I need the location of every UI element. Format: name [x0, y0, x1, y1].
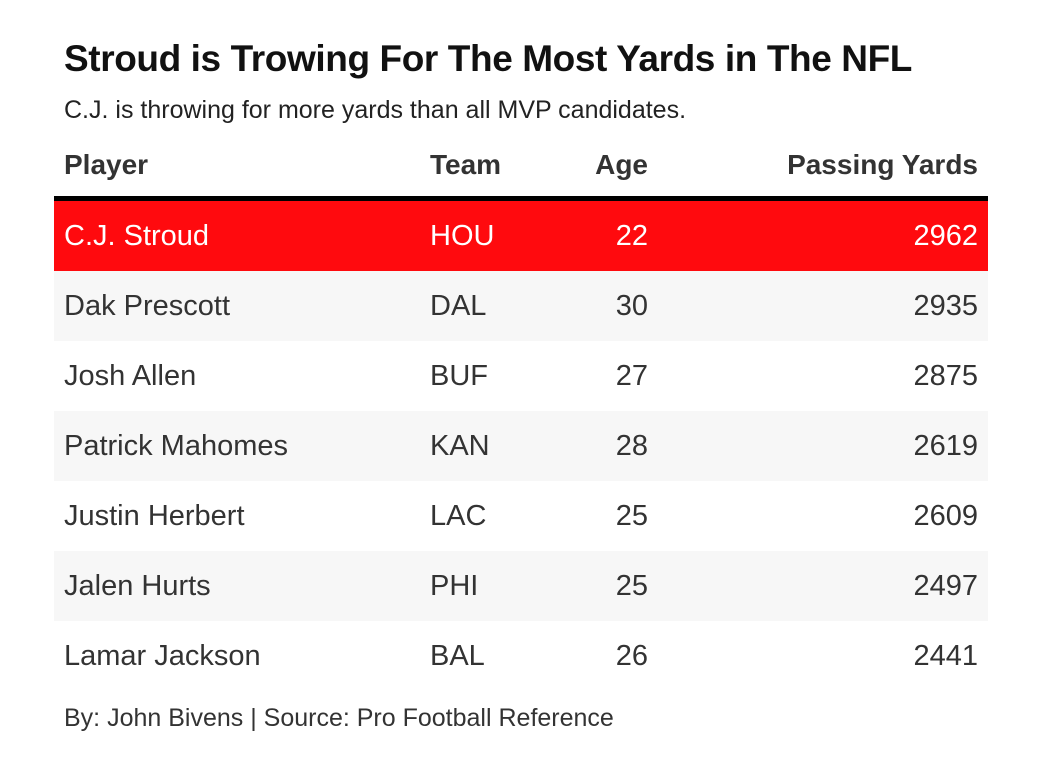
- player-name-cell: Jalen Hurts: [54, 551, 420, 621]
- source-credit: By: John Bivens | Source: Pro Football R…: [64, 704, 614, 732]
- age-cell: 30: [540, 271, 658, 341]
- team-cell: BUF: [430, 359, 488, 392]
- table-body: C.J. Stroud HOU 22 2962 Dak Prescott DAL 30 293…: [54, 198, 988, 692]
- team-cell: PHI: [420, 551, 540, 621]
- age-cell: 27: [615, 359, 648, 392]
- age-cell: 22: [540, 198, 658, 271]
- passing-yards-cell: 2497: [658, 551, 988, 621]
- team-cell: HOU: [420, 198, 540, 271]
- passing-yards-cell: 2875: [913, 359, 978, 392]
- table-header-row: Player Team Age Passing Yards: [54, 134, 988, 201]
- team-cell: BAL: [430, 639, 485, 672]
- age-cell: 25: [540, 551, 658, 621]
- table-row: Jalen Hurts PHI 25 2497: [54, 551, 988, 621]
- column-header-age: Age: [540, 134, 658, 201]
- table-row: Josh Allen BUF 27 2875: [54, 341, 988, 411]
- page-subtitle: C.J. is throwing for more yards than all…: [64, 96, 687, 124]
- passing-yards-cell: 2619: [658, 411, 988, 481]
- player-name-cell: C.J. Stroud: [54, 198, 420, 271]
- column-header-passing-yards: Passing Yards: [658, 134, 988, 201]
- player-name-cell: Dak Prescott: [54, 271, 420, 341]
- age-cell: 25: [615, 499, 648, 532]
- passing-yards-cell: 2935: [658, 271, 988, 341]
- passing-yards-cell: 2609: [913, 499, 978, 532]
- table-row: Lamar Jackson BAL 26 2441: [54, 621, 988, 691]
- table-row: C.J. Stroud HOU 22 2962: [54, 198, 988, 271]
- team-cell: KAN: [420, 411, 540, 481]
- player-name-cell: Josh Allen: [64, 359, 197, 392]
- table-row: Justin Herbert LAC 25 2609: [54, 481, 988, 551]
- player-name-cell: Justin Herbert: [64, 499, 245, 532]
- passing-yards-cell: 2441: [913, 639, 978, 672]
- page-title: Stroud is Trowing For The Most Yards in …: [64, 38, 913, 79]
- player-name-cell: Patrick Mahomes: [54, 411, 420, 481]
- table-row: Patrick Mahomes KAN 28 2619: [54, 411, 988, 481]
- player-name-cell: Lamar Jackson: [64, 639, 261, 672]
- age-cell: 26: [615, 639, 648, 672]
- age-cell: 28: [540, 411, 658, 481]
- column-header-player: Player: [54, 134, 420, 201]
- passing-yards-cell: 2962: [658, 198, 988, 271]
- passing-yards-table: Player Team Age Passing Yards C.J. Strou…: [54, 134, 988, 691]
- table-row: Dak Prescott DAL 30 2935: [54, 271, 988, 341]
- team-cell: LAC: [430, 499, 487, 532]
- team-cell: DAL: [420, 271, 540, 341]
- column-header-team: Team: [420, 134, 540, 201]
